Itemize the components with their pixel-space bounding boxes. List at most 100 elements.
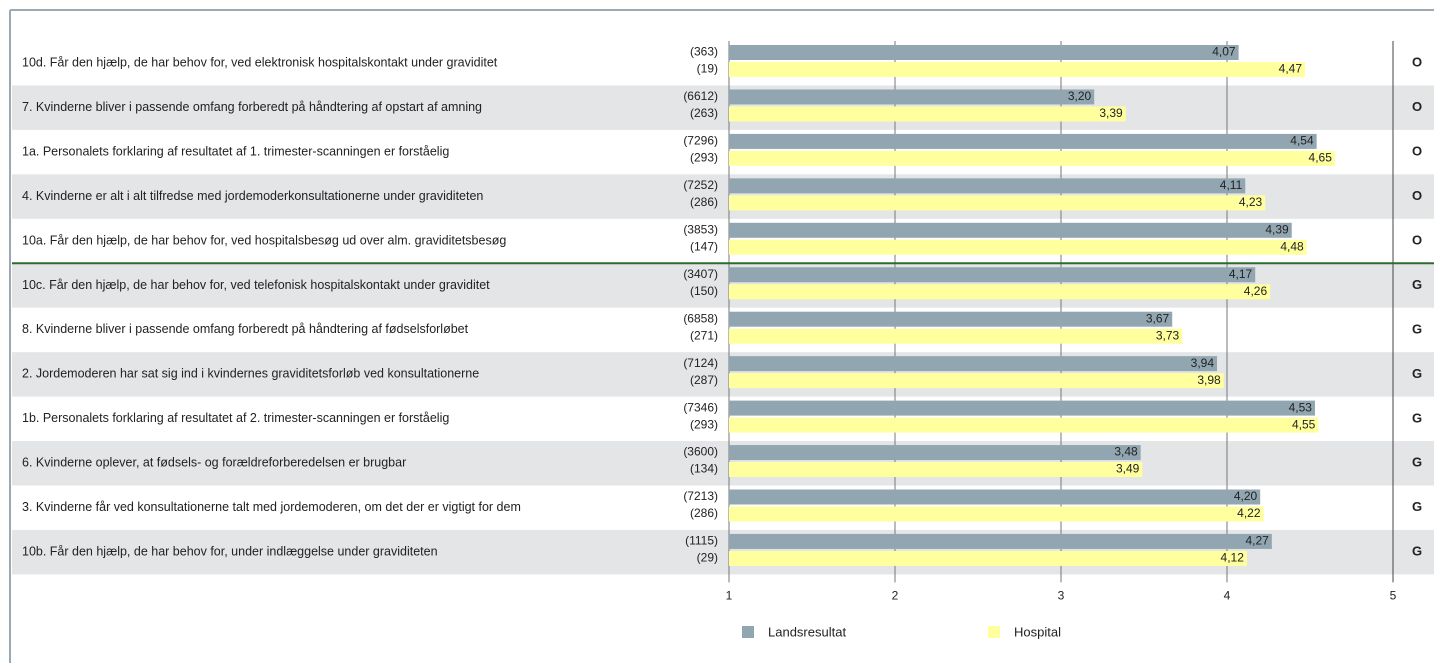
status-label: G xyxy=(1412,455,1422,470)
value-label: 4,12 xyxy=(1221,551,1245,565)
count-label: (363) xyxy=(690,45,718,59)
bar xyxy=(729,400,1315,416)
category-label: 10d. Får den hjælp, de har behov for, ve… xyxy=(22,56,498,70)
bar xyxy=(729,150,1335,166)
bar xyxy=(729,489,1261,505)
count-label: (286) xyxy=(690,195,718,209)
value-label: 4,47 xyxy=(1279,62,1303,76)
value-label: 3,39 xyxy=(1099,106,1123,120)
x-tick-label: 1 xyxy=(726,589,733,603)
value-label: 4,54 xyxy=(1290,134,1314,148)
status-label: O xyxy=(1412,232,1422,247)
count-label: (6612) xyxy=(683,89,718,103)
bar xyxy=(729,328,1183,344)
bar xyxy=(729,445,1141,461)
value-label: 4,07 xyxy=(1212,45,1236,59)
bar xyxy=(729,417,1319,433)
value-label: 4,27 xyxy=(1245,534,1269,548)
category-label: 1a. Personalets forklaring af resultatet… xyxy=(22,144,449,158)
value-label: 3,48 xyxy=(1114,445,1138,459)
value-label: 3,67 xyxy=(1146,311,1170,325)
status-label: O xyxy=(1412,188,1422,203)
count-label: (263) xyxy=(690,106,718,120)
bar xyxy=(729,222,1292,238)
value-label: 4,53 xyxy=(1289,400,1313,414)
value-label: 4,11 xyxy=(1220,178,1243,192)
category-label: 10a. Får den hjælp, de har behov for, ve… xyxy=(22,233,506,247)
value-label: 4,55 xyxy=(1292,417,1316,431)
value-label: 4,17 xyxy=(1229,267,1253,281)
category-label: 8. Kvinderne bliver i passende omfang fo… xyxy=(22,322,469,336)
count-label: (3600) xyxy=(683,445,718,459)
x-tick-label: 5 xyxy=(1390,589,1397,603)
bar xyxy=(729,356,1218,372)
bar xyxy=(729,373,1224,389)
value-label: 4,39 xyxy=(1265,222,1289,236)
status-label: G xyxy=(1412,321,1422,336)
count-label: (6858) xyxy=(683,311,718,325)
category-label: 1b. Personalets forklaring af resultatet… xyxy=(22,411,449,425)
bar xyxy=(729,284,1271,300)
value-label: 3,73 xyxy=(1156,328,1180,342)
status-label: O xyxy=(1412,144,1422,159)
count-label: (286) xyxy=(690,506,718,520)
bar xyxy=(729,45,1239,60)
bar xyxy=(729,462,1143,478)
value-label: 4,26 xyxy=(1244,284,1268,298)
value-label: 4,22 xyxy=(1237,506,1261,520)
category-label: 4. Kvinderne er alt i alt tilfredse med … xyxy=(22,189,483,203)
value-label: 4,65 xyxy=(1309,151,1333,165)
category-label: 10c. Får den hjælp, de har behov for, ve… xyxy=(22,278,490,292)
count-label: (293) xyxy=(690,417,718,431)
status-label: O xyxy=(1412,55,1422,70)
legend-label: Landsresultat xyxy=(768,624,846,639)
value-label: 3,94 xyxy=(1191,356,1215,370)
status-label: G xyxy=(1412,277,1422,292)
value-label: 3,49 xyxy=(1116,462,1140,476)
count-label: (293) xyxy=(690,151,718,165)
count-label: (1115) xyxy=(685,534,718,548)
legend-swatch xyxy=(742,626,754,638)
bar xyxy=(729,533,1272,549)
value-label: 4,20 xyxy=(1234,489,1258,503)
x-tick-label: 3 xyxy=(1058,589,1065,603)
bar xyxy=(729,195,1266,211)
status-label: O xyxy=(1412,99,1422,114)
count-label: (7296) xyxy=(683,134,718,148)
count-label: (7213) xyxy=(683,489,718,503)
count-label: (3853) xyxy=(683,222,718,236)
bar xyxy=(729,178,1246,194)
bar xyxy=(729,62,1306,77)
status-label: G xyxy=(1412,544,1422,559)
count-label: (147) xyxy=(690,239,718,253)
count-label: (19) xyxy=(697,62,718,76)
row-background xyxy=(12,441,1434,486)
count-label: (29) xyxy=(697,551,718,565)
count-label: (7124) xyxy=(683,356,718,370)
legend-label: Hospital xyxy=(1014,624,1061,639)
category-label: 3. Kvinderne får ved konsultationerne ta… xyxy=(22,500,521,514)
value-label: 4,23 xyxy=(1239,195,1263,209)
bar xyxy=(729,550,1247,566)
bar xyxy=(729,267,1256,283)
category-label: 10b. Får den hjælp, de har behov for, un… xyxy=(22,544,438,558)
x-tick-label: 4 xyxy=(1224,589,1231,603)
row-background xyxy=(12,85,1434,130)
value-label: 4,48 xyxy=(1280,239,1304,253)
bar xyxy=(729,133,1317,149)
bar xyxy=(729,106,1126,122)
count-label: (150) xyxy=(690,284,718,298)
count-label: (271) xyxy=(690,328,718,342)
count-label: (3407) xyxy=(683,267,718,281)
bar xyxy=(729,239,1307,255)
legend-swatch xyxy=(988,626,1000,638)
category-label: 6. Kvinderne oplever, at fødsels- og for… xyxy=(22,456,406,470)
value-label: 3,98 xyxy=(1197,373,1221,387)
x-tick-label: 2 xyxy=(892,589,899,603)
bar xyxy=(729,89,1095,105)
category-label: 7. Kvinderne bliver i passende omfang fo… xyxy=(22,100,482,114)
count-label: (287) xyxy=(690,373,718,387)
category-label: 2. Jordemoderen har sat sig ind i kvinde… xyxy=(22,367,479,381)
count-label: (7346) xyxy=(683,400,718,414)
